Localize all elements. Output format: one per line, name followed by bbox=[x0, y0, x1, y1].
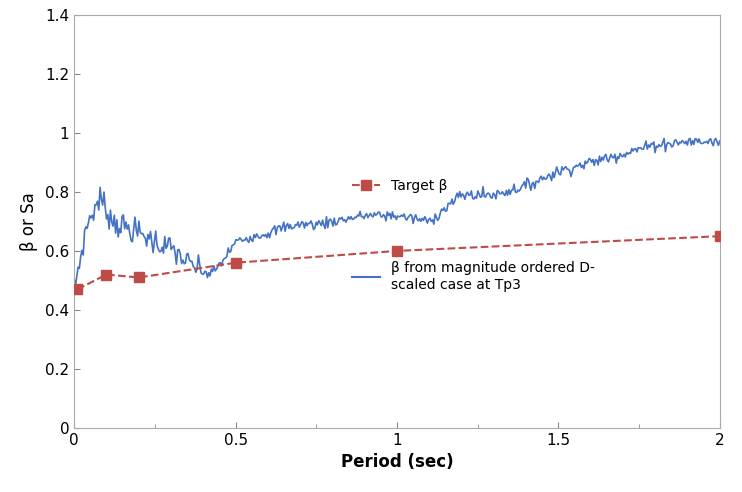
X-axis label: Period (sec): Period (sec) bbox=[341, 454, 453, 471]
Y-axis label: β or Sa: β or Sa bbox=[20, 192, 38, 251]
Legend: β from magnitude ordered D-
scaled case at Tp3: β from magnitude ordered D- scaled case … bbox=[352, 261, 595, 292]
